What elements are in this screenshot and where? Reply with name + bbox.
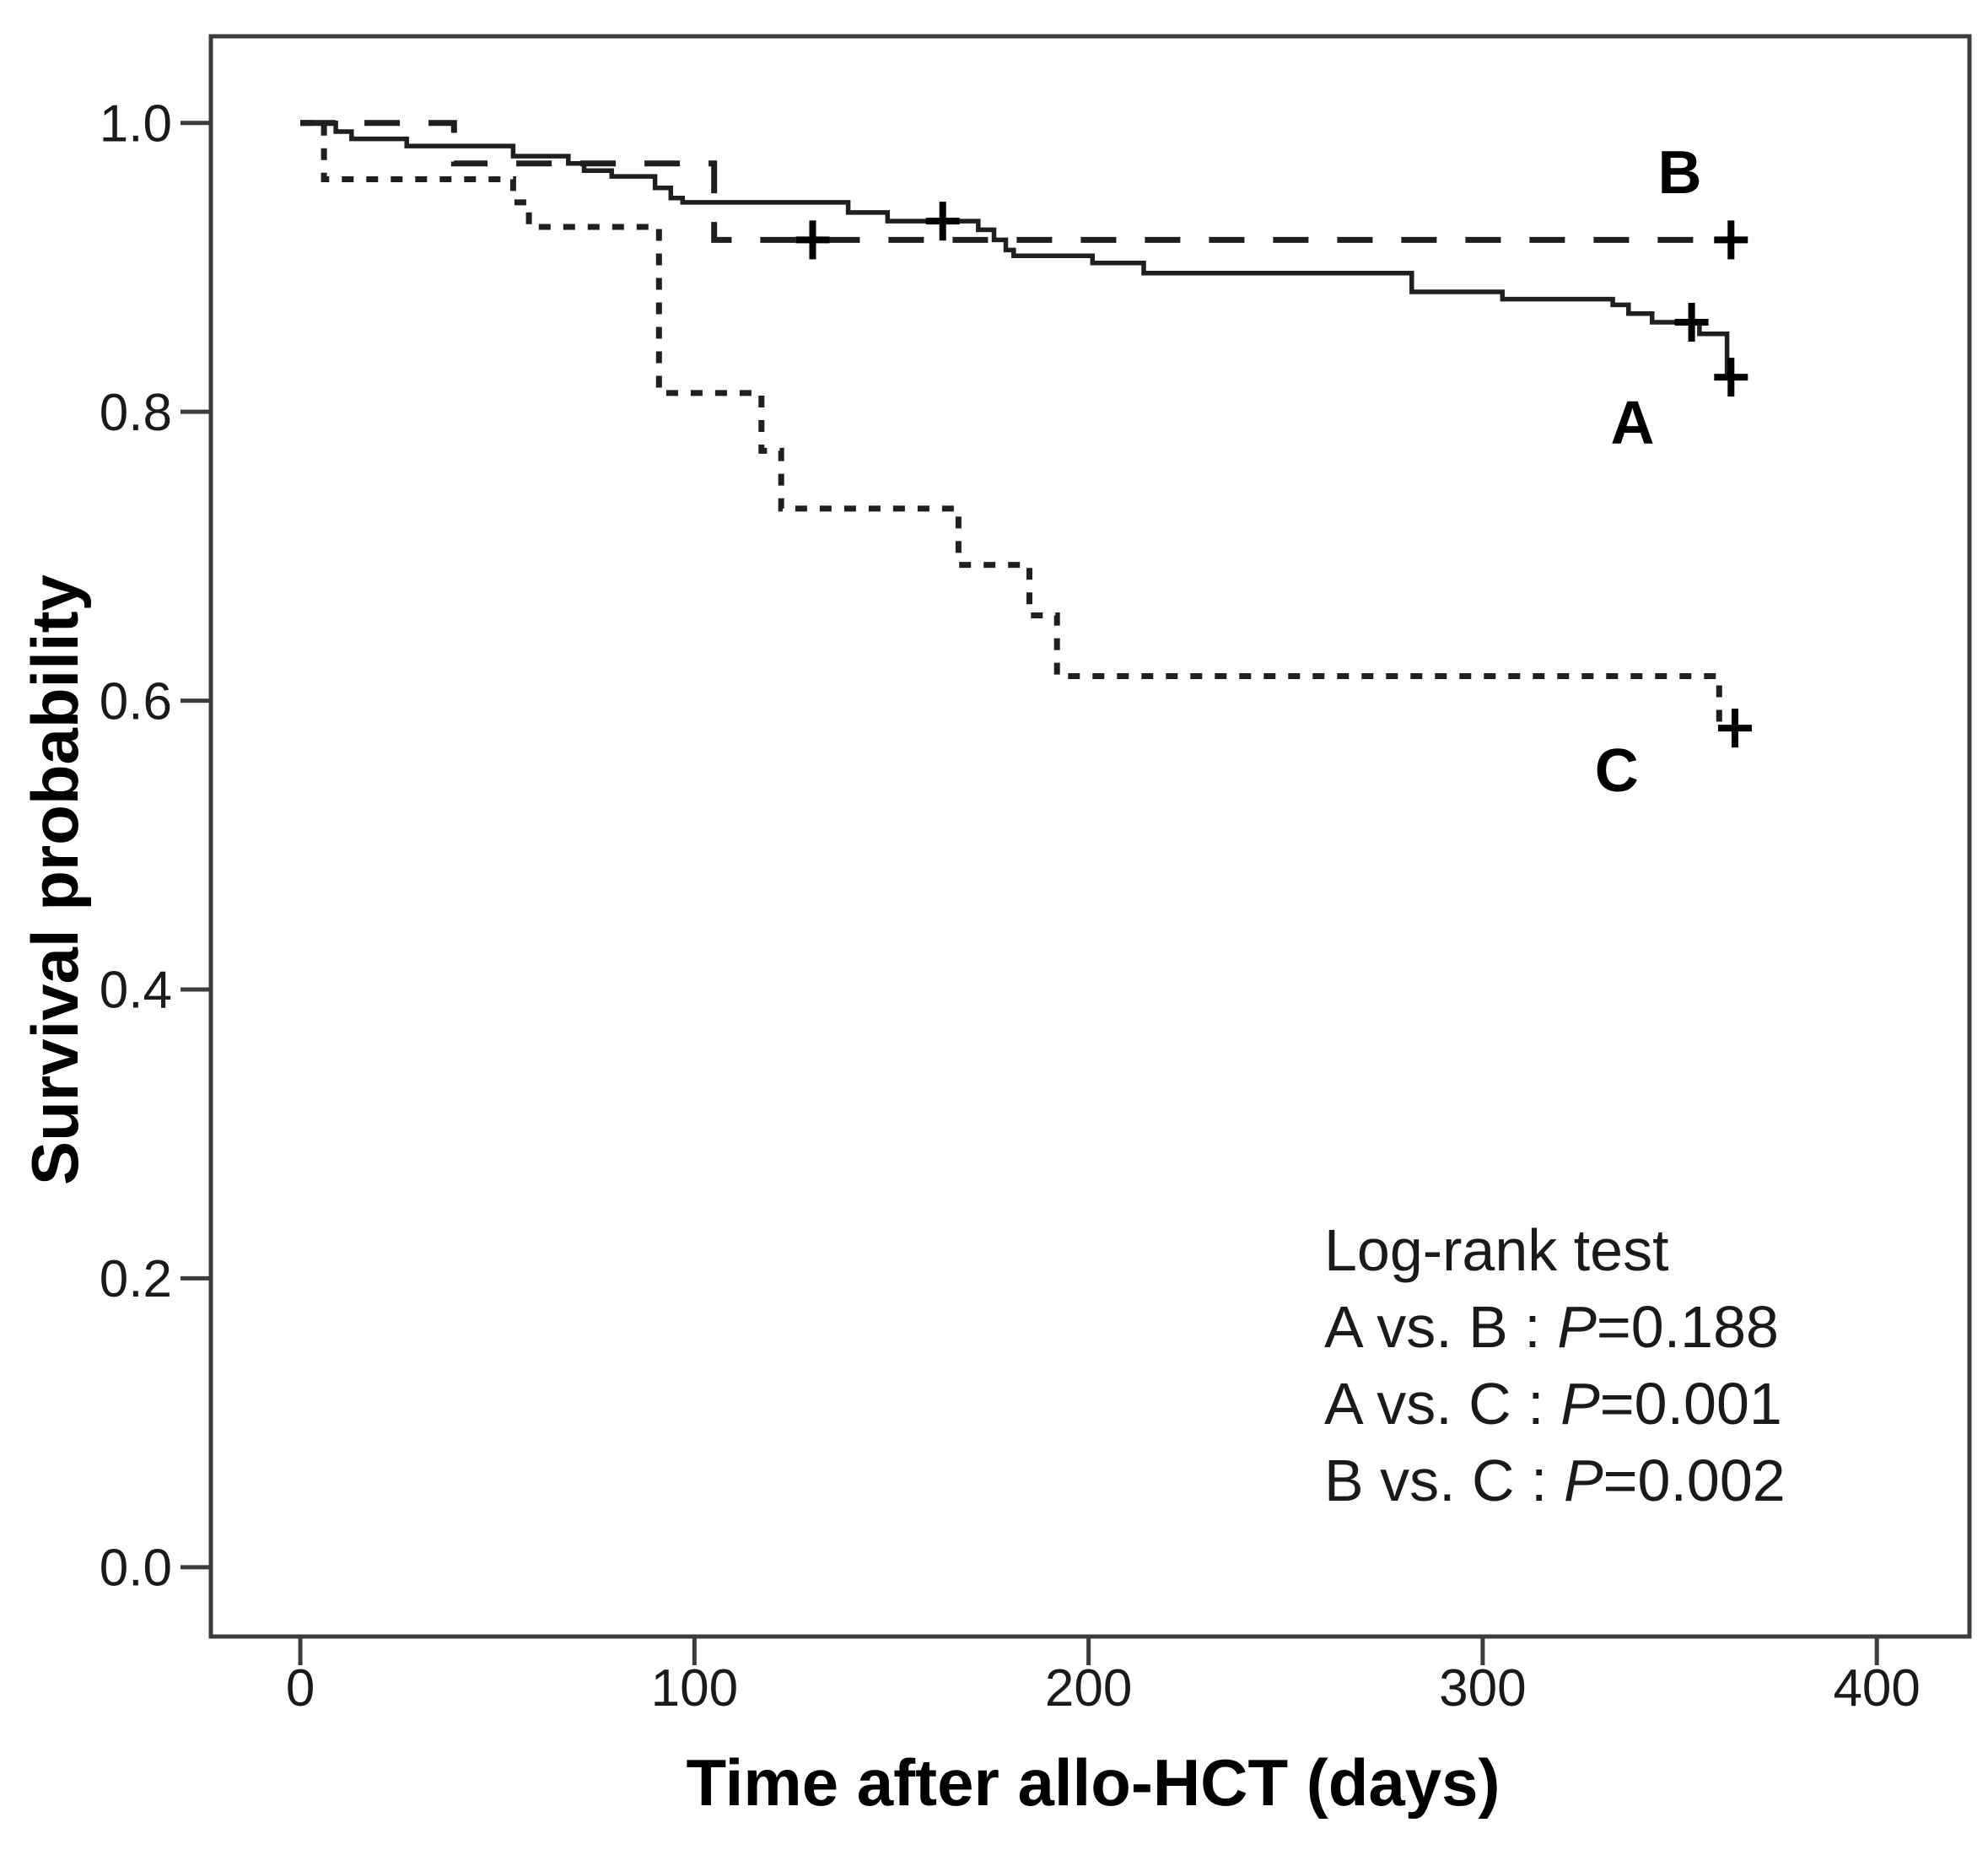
- series-label-B: B: [1658, 139, 1702, 207]
- x-tick-label-0: 0: [286, 1659, 315, 1717]
- y-tick-label-0.8: 0.8: [100, 384, 172, 442]
- legend-p-symbol: P: [1563, 1448, 1603, 1513]
- legend-p-value: =0.002: [1603, 1448, 1786, 1513]
- legend-line: B vs. C : P=0.002: [1324, 1442, 1786, 1519]
- series-A-curve: [300, 120, 1735, 380]
- legend-line-text: A vs. C :: [1324, 1371, 1561, 1437]
- legend-p-value: =0.001: [1599, 1371, 1782, 1437]
- x-tick-label-200: 200: [1045, 1659, 1132, 1717]
- censor-mark-A: [1714, 358, 1748, 397]
- y-tick-label-0.0: 0.0: [100, 1540, 172, 1598]
- censor-mark-A: [925, 202, 960, 241]
- censor-mark-A: [1674, 303, 1709, 342]
- x-tick-label-100: 100: [651, 1659, 738, 1717]
- y-tick-label-1.0: 1.0: [100, 94, 172, 153]
- y-tick-label-0.4: 0.4: [100, 962, 172, 1020]
- legend-line: Log-rank test: [1324, 1212, 1786, 1289]
- legend-line-text: A vs. B :: [1324, 1294, 1558, 1360]
- legend-line-text: Log-rank test: [1324, 1217, 1669, 1283]
- legend-logrank: Log-rank test A vs. B : P=0.188 A vs. C : …: [1324, 1212, 1786, 1519]
- y-axis-title: Survival probability: [18, 574, 92, 1185]
- x-tick-label-400: 400: [1833, 1659, 1920, 1717]
- y-tick-label-0.2: 0.2: [100, 1250, 172, 1308]
- ticks-layer: 0.0 0.2 0.4 0.6 0.8 1.0 0 100 200 300 400: [100, 94, 1921, 1717]
- censor-mark-B: [1714, 220, 1748, 260]
- y-tick-label-0.6: 0.6: [100, 672, 172, 731]
- legend-line-text: B vs. C :: [1324, 1448, 1564, 1513]
- legend-p-value: =0.188: [1596, 1294, 1779, 1360]
- series-label-C: C: [1595, 737, 1639, 805]
- x-tick-label-300: 300: [1439, 1659, 1526, 1717]
- x-axis-title: Time after allo-HCT (days): [686, 1745, 1500, 1820]
- series-label-A: A: [1611, 389, 1655, 456]
- censor-mark-C: [1718, 709, 1752, 748]
- legend-p-symbol: P: [1560, 1371, 1600, 1437]
- curves-layer: C B A: [300, 120, 1752, 805]
- censor-mark-B: [795, 220, 830, 260]
- legend-p-symbol: P: [1557, 1294, 1597, 1360]
- series-C-curve: [300, 120, 1727, 731]
- legend-line: A vs. B : P=0.188: [1324, 1289, 1786, 1366]
- legend-line: A vs. C : P=0.001: [1324, 1366, 1786, 1442]
